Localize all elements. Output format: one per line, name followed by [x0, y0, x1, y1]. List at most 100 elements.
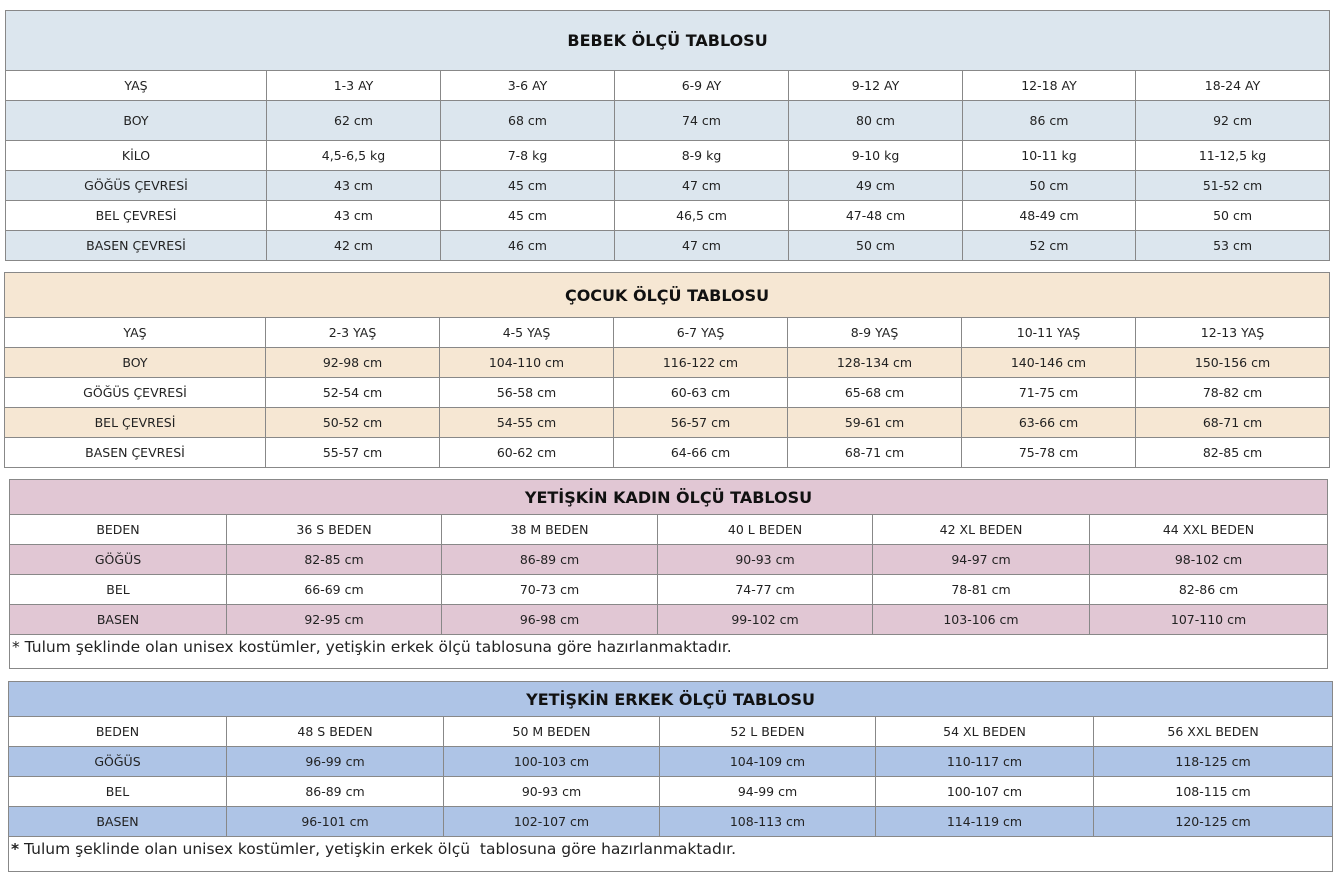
table-cell: 1-3 AY	[266, 70, 441, 101]
table-cell: 40 L BEDEN	[657, 514, 873, 545]
table-cell: 120-125 cm	[1092, 806, 1334, 837]
table-cell: 118-125 cm	[1092, 746, 1334, 777]
table-cell: 82-86 cm	[1088, 574, 1329, 605]
row-label: BOY	[5, 100, 267, 141]
row-label: BOY	[4, 347, 266, 378]
table-cell: 65-68 cm	[787, 377, 962, 408]
row-label: GÖĞÜS	[8, 746, 227, 777]
table-cell: 98-102 cm	[1088, 544, 1329, 575]
row-label: BEL	[9, 574, 227, 605]
table-cell: 60-63 cm	[613, 377, 788, 408]
table-row: BEL ÇEVRESİ 50-52 cm 54-55 cm 56-57 cm 59-61…	[4, 407, 1331, 438]
table-cell: 80 cm	[788, 100, 963, 141]
row-label: GÖĞÜS ÇEVRESİ	[4, 377, 266, 408]
table-header-row: BEDEN 48 S BEDEN 50 M BEDEN 52 L BEDEN 54 XL…	[8, 716, 1334, 747]
table-cell: 94-97 cm	[872, 544, 1090, 575]
table-cell: 47 cm	[614, 170, 789, 201]
table-cell: 99-102 cm	[657, 604, 873, 635]
table-cell: 6-9 AY	[614, 70, 789, 101]
row-label: BASEN ÇEVRESİ	[4, 437, 266, 468]
table-cell: 45 cm	[440, 200, 615, 231]
table-cell: 18-24 AY	[1134, 70, 1331, 101]
table-cell: 51-52 cm	[1134, 170, 1331, 201]
table-cell: 54 XL BEDEN	[875, 716, 1094, 747]
table-cell: 49 cm	[788, 170, 963, 201]
table-title: YETİŞKİN ERKEK ÖLÇÜ TABLOSU	[7, 681, 1334, 717]
table-cell: 78-82 cm	[1134, 377, 1331, 408]
erkek-size-table: YETİŞKİN ERKEK ÖLÇÜ TABLOSU BEDEN 48 S BED…	[7, 681, 1334, 872]
cocuk-size-table: ÇOCUK ÖLÇÜ TABLOSU YAŞ 2-3 YAŞ 4-5 YAŞ 6-7 Y…	[3, 272, 1331, 468]
table-cell: 70-73 cm	[441, 574, 658, 605]
table-cell: 110-117 cm	[875, 746, 1094, 777]
table-row: BOY 92-98 cm 104-110 cm 116-122 cm 128-134 c…	[4, 347, 1331, 378]
footnote-text: Tulum şeklinde olan unisex kostümler, ye…	[19, 840, 737, 858]
table-title: ÇOCUK ÖLÇÜ TABLOSU	[3, 272, 1331, 318]
table-row: BEL 66-69 cm 70-73 cm 74-77 cm 78-81 cm 82-86…	[9, 574, 1329, 605]
table-row: BEL ÇEVRESİ 43 cm 45 cm 46,5 cm 47-48 cm 48-4…	[5, 200, 1331, 231]
table-cell: 3-6 AY	[440, 70, 615, 101]
table-cell: 8-9 YAŞ	[787, 317, 962, 348]
table-title: BEBEK ÖLÇÜ TABLOSU	[4, 10, 1331, 71]
table-header-row: YAŞ 1-3 AY 3-6 AY 6-9 AY 9-12 AY 12-18 AY 18-2…	[5, 70, 1331, 101]
table-cell: 92-98 cm	[265, 347, 440, 378]
table-cell: 2-3 YAŞ	[265, 317, 440, 348]
table-row: BASEN 96-101 cm 102-107 cm 108-113 cm 114-11…	[8, 806, 1334, 837]
row-label: BEDEN	[8, 716, 227, 747]
table-cell: 92-95 cm	[226, 604, 442, 635]
table-cell: 4,5-6,5 kg	[266, 140, 441, 171]
table-cell: 108-115 cm	[1092, 776, 1334, 807]
table-cell: 102-107 cm	[443, 806, 660, 837]
table-cell: 54-55 cm	[439, 407, 614, 438]
table-cell: 11-12,5 kg	[1134, 140, 1331, 171]
row-label: YAŞ	[5, 70, 267, 101]
table-cell: 52 L BEDEN	[659, 716, 876, 747]
row-label: YAŞ	[4, 317, 266, 348]
table-cell: 96-99 cm	[226, 746, 444, 777]
table-cell: 50 cm	[962, 170, 1136, 201]
table-cell: 92 cm	[1134, 100, 1331, 141]
table-cell: 108-113 cm	[659, 806, 876, 837]
table-row: BEL 86-89 cm 90-93 cm 94-99 cm 100-107 cm 108…	[8, 776, 1334, 807]
table-cell: 55-57 cm	[265, 437, 440, 468]
table-cell: 9-10 kg	[788, 140, 963, 171]
bebek-size-table: BEBEK ÖLÇÜ TABLOSU YAŞ 1-3 AY 3-6 AY 6-9 AY 9…	[4, 10, 1331, 261]
table-cell: 50 M BEDEN	[443, 716, 660, 747]
table-cell: 86 cm	[962, 100, 1136, 141]
table-cell: 7-8 kg	[440, 140, 615, 171]
table-cell: 59-61 cm	[787, 407, 962, 438]
table-cell: 100-103 cm	[443, 746, 660, 777]
table-cell: 50 cm	[788, 230, 963, 261]
table-cell: 128-134 cm	[787, 347, 962, 378]
table-cell: 104-110 cm	[439, 347, 614, 378]
table-cell: 38 M BEDEN	[441, 514, 658, 545]
footnote-text: Tulum şeklinde olan unisex kostümler, ye…	[19, 638, 732, 656]
table-cell: 82-85 cm	[1134, 437, 1331, 468]
table-cell: 114-119 cm	[875, 806, 1094, 837]
table-cell: 56-57 cm	[613, 407, 788, 438]
table-cell: 140-146 cm	[961, 347, 1136, 378]
row-label: GÖĞÜS	[9, 544, 227, 575]
row-label: BEDEN	[9, 514, 227, 545]
table-cell: 12-18 AY	[962, 70, 1136, 101]
table-cell: 104-109 cm	[659, 746, 876, 777]
table-cell: 66-69 cm	[226, 574, 442, 605]
row-label: KİLO	[5, 140, 267, 171]
table-cell: 9-12 AY	[788, 70, 963, 101]
table-cell: 10-11 kg	[962, 140, 1136, 171]
table-cell: 45 cm	[440, 170, 615, 201]
table-row: GÖĞÜS ÇEVRESİ 43 cm 45 cm 47 cm 49 cm 50 cm 51…	[5, 170, 1331, 201]
table-cell: 4-5 YAŞ	[439, 317, 614, 348]
table-cell: 94-99 cm	[659, 776, 876, 807]
table-row: BOY 62 cm 68 cm 74 cm 80 cm 86 cm 92 cm	[5, 100, 1331, 141]
table-cell: 75-78 cm	[961, 437, 1136, 468]
table-cell: 43 cm	[266, 170, 441, 201]
table-cell: 68 cm	[440, 100, 615, 141]
table-cell: 68-71 cm	[1134, 407, 1331, 438]
table-cell: 12-13 YAŞ	[1134, 317, 1331, 348]
footnote: * Tulum şeklinde olan unisex kostümler, …	[8, 634, 1329, 669]
table-cell: 100-107 cm	[875, 776, 1094, 807]
table-cell: 42 XL BEDEN	[872, 514, 1090, 545]
table-cell: 86-89 cm	[441, 544, 658, 575]
table-cell: 116-122 cm	[613, 347, 788, 378]
table-cell: 96-101 cm	[226, 806, 444, 837]
